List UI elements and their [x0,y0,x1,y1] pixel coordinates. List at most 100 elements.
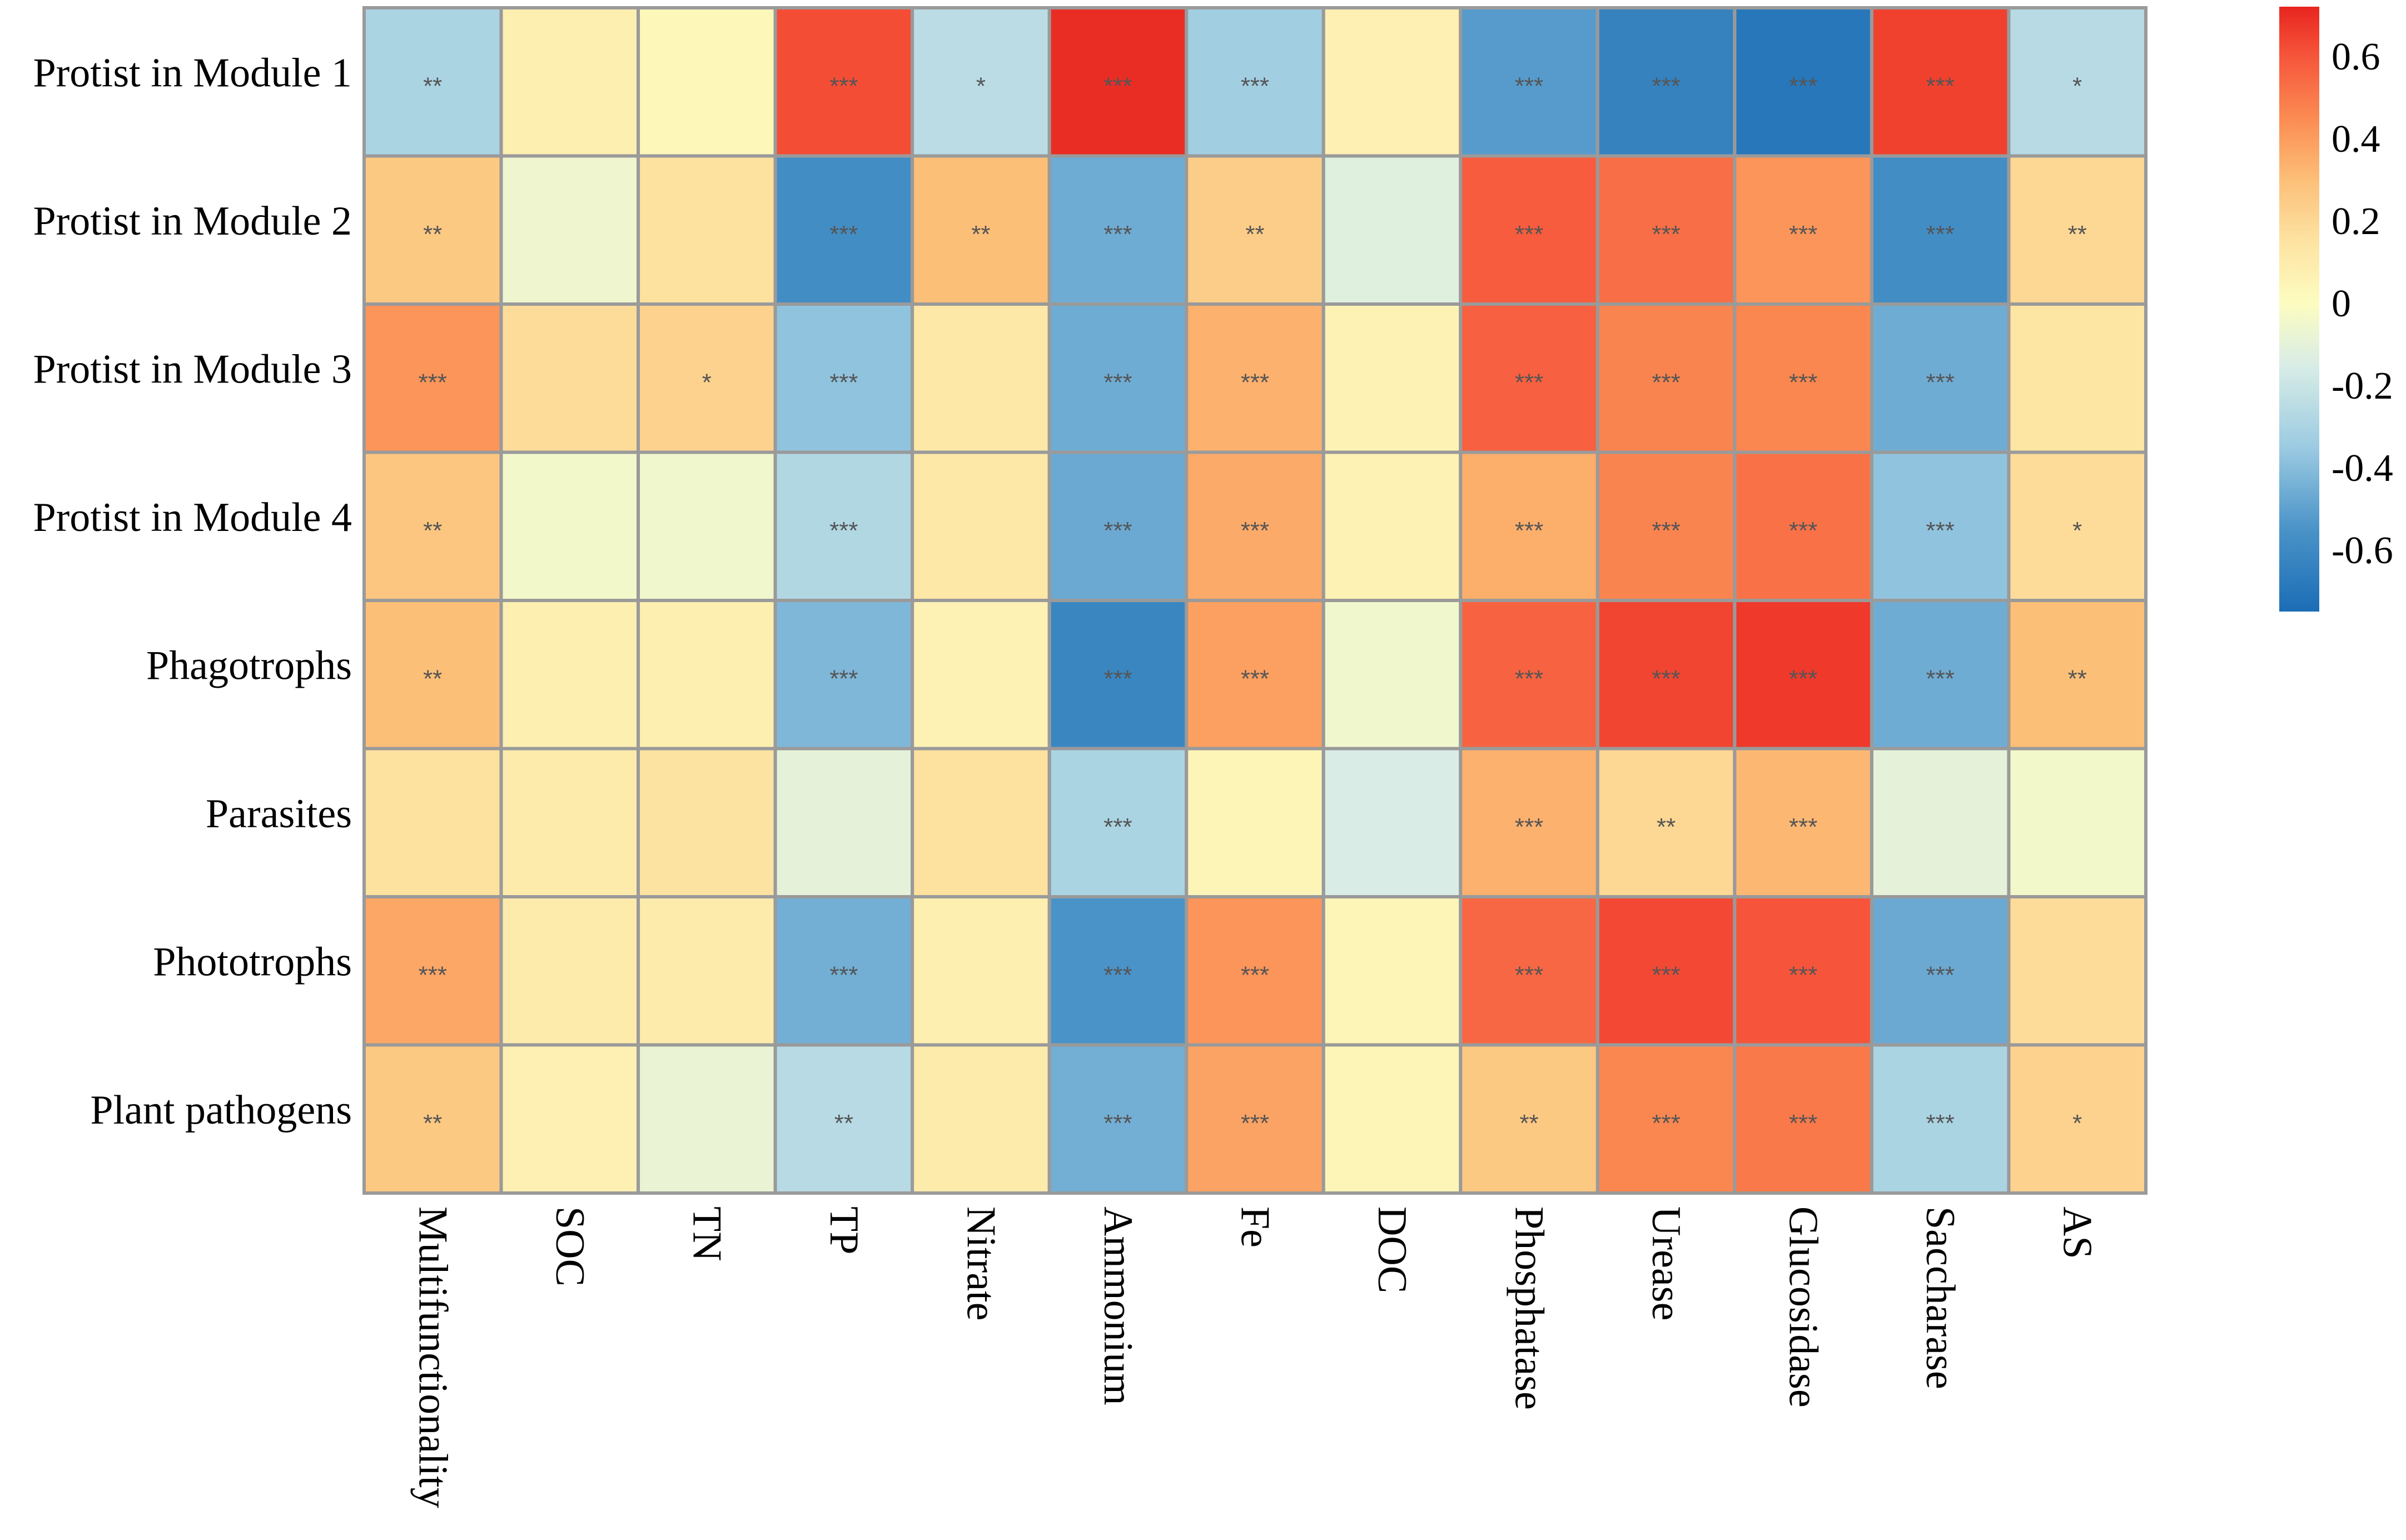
heatmap-cell-parasites-ammonium [1047,747,1189,898]
heatmap-cell-plant-pathogens-as [2007,1043,2147,1195]
significance-label: *** [1789,813,1817,841]
column-label-doc: DOC [1369,1206,1415,1293]
heatmap-cell-protist-in-module-2-as [2007,154,2147,306]
heatmap-cell-phototrophs-as [2007,895,2147,1047]
heatmap-cell-protist-in-module-4-doc [1321,450,1463,602]
significance-label: *** [1515,517,1543,544]
significance-label: *** [1926,961,1955,988]
color-legend: 0.6 0.4 0.2 0 -0.2 -0.4 -0.6 [2279,7,2393,612]
significance-label: *** [1789,517,1817,544]
significance-label: *** [1103,517,1132,544]
significance-label: *** [1241,1110,1269,1137]
significance-label: *** [1103,369,1132,396]
significance-label: * [2072,72,2082,100]
significance-label: *** [1926,72,1955,100]
significance-label: ** [1657,813,1676,841]
heatmap-cell-protist-in-module-2-tp [773,154,914,306]
significance-label: *** [1789,961,1817,988]
significance-label: *** [1652,221,1680,248]
row-labels: Protist in Module 1 Protist in Module 2 Pr… [33,50,352,1133]
heatmap-cell-protist-in-module-2-glucosidase [1733,154,1873,306]
legend-tick-label: -0.2 [2332,365,2393,408]
heatmap-cell-protist-in-module-1-glucosidase [1733,6,1873,158]
heatmap-cell-protist-in-module-2-doc [1321,154,1463,306]
significance-label: *** [1926,221,1955,248]
significance-label: ** [971,221,990,248]
significance-label: *** [1926,665,1955,692]
column-label-multifunctionality: Multifunctionality [410,1206,455,1508]
significance-label: ** [2068,221,2087,248]
significance-label: *** [1103,813,1132,841]
significance-label: *** [419,369,447,396]
heatmap-cell-protist-in-module-4-nitrate [911,450,1051,602]
significance-label: *** [1926,369,1955,396]
heatmap-cell-phagotrophs-saccharase [1870,599,2011,751]
heatmap-cell-phagotrophs-fe [1185,599,1325,751]
heatmap-cell-protist-in-module-1-tn [637,6,777,158]
significance-label: *** [829,369,858,396]
heatmap-cell-plant-pathogens-glucosidase [1733,1043,1873,1195]
column-label-soc: SOC [547,1206,593,1286]
row-label-parasites: Parasites [206,791,352,837]
heatmap-cell-protist-in-module-1-phosphatase [1459,6,1599,158]
significance-label: ** [1519,1110,1538,1137]
column-label-tp: TP [821,1206,867,1254]
heatmap-cell-parasites-multifunctionality [362,747,503,898]
heatmap-cell-parasites-fe [1185,747,1325,898]
heatmap-cell-protist-in-module-3-doc [1321,302,1463,454]
heatmap-cell-phagotrophs-doc [1321,599,1463,751]
significance-label: ** [423,221,442,248]
heatmap-cell-protist-in-module-2-phosphatase [1459,154,1599,306]
significance-label: *** [1652,72,1680,100]
significance-label: *** [1515,961,1543,988]
significance-label: * [702,369,712,396]
heatmap-cell-protist-in-module-1-as [2007,6,2147,158]
heatmap-cell-protist-in-module-3-nitrate [911,302,1051,454]
legend-tick-label: -0.6 [2332,529,2393,572]
significance-label: *** [1103,961,1132,988]
significance-label: *** [1789,221,1817,248]
column-label-saccharase: Saccharase [1917,1206,1963,1389]
heatmap-cell-protist-in-module-2-tn [637,154,777,306]
heatmap-cell-protist-in-module-3-multifunctionality [362,302,503,454]
heatmap-cell-parasites-urease [1595,747,1737,898]
heatmap-cell-protist-in-module-2-ammonium [1047,154,1189,306]
significance-label: *** [1515,221,1543,248]
significance-labels: ** *** * *** *** *** *** *** *** *** *** ** *** ** ***… [419,72,2087,1137]
legend-tick-label: 0.2 [2332,200,2380,243]
significance-label: *** [1652,369,1680,396]
heatmap-cell-protist-in-module-2-soc [499,154,640,306]
row-label-phototrophs: Phototrophs [153,939,352,985]
row-label-protist-in-module-3: Protist in Module 3 [33,346,352,392]
heatmap-cell-phagotrophs-tn [637,599,777,751]
heatmap-cell-plant-pathogens-nitrate [911,1043,1051,1195]
heatmap-cell-plant-pathogens-phosphatase [1459,1043,1599,1195]
heatmap-cell-phototrophs-nitrate [911,895,1051,1047]
significance-label: *** [829,665,858,692]
heatmap-cell-protist-in-module-3-soc [499,302,640,454]
column-label-urease: Urease [1643,1206,1689,1320]
heatmap-cell-phototrophs-tp [773,895,914,1047]
significance-label: *** [1789,72,1817,100]
heatmap-cell-parasites-as [2007,747,2147,898]
significance-label: *** [1652,1110,1680,1137]
significance-label: *** [1789,1110,1817,1137]
significance-label: ** [423,665,442,692]
column-label-fe: Fe [1232,1206,1278,1248]
row-label-protist-in-module-2: Protist in Module 2 [33,198,352,244]
heatmap-cells [362,6,2147,1195]
heatmap-cell-parasites-tn [637,747,777,898]
significance-label: *** [1515,813,1543,841]
significance-label: *** [1241,517,1269,544]
heatmap-cell-parasites-phosphatase [1459,747,1599,898]
heatmap-cell-protist-in-module-2-urease [1595,154,1737,306]
legend-tick-label: 0.4 [2332,118,2380,161]
heatmap-cell-plant-pathogens-saccharase [1870,1043,2011,1195]
column-label-phosphatase: Phosphatase [1507,1206,1552,1410]
heatmap-cell-phagotrophs-soc [499,599,640,751]
significance-label: *** [829,517,858,544]
significance-label: ** [2068,665,2087,692]
heatmap-cell-parasites-tp [773,747,914,898]
heatmap-cell-protist-in-module-3-saccharase [1870,302,2011,454]
